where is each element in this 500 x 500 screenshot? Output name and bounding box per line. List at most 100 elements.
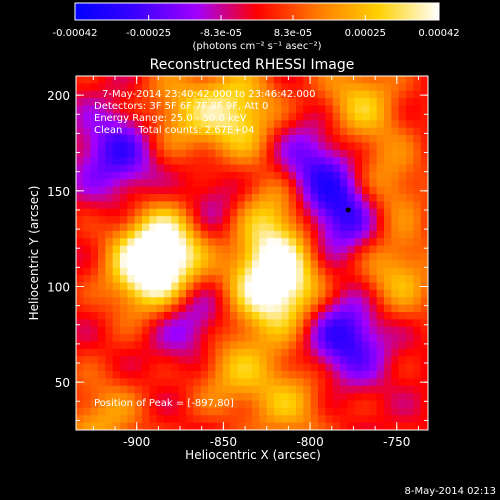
heatmap-cell [259, 253, 268, 261]
heatmap-cell [354, 385, 363, 394]
heatmap-cell [178, 76, 187, 84]
heatmap-cell [369, 171, 378, 180]
heatmap-cell [112, 135, 121, 143]
heatmap-cell [142, 245, 150, 254]
heatmap-cell [237, 142, 246, 151]
heatmap-cell [215, 142, 224, 151]
heatmap-cell [98, 319, 106, 328]
heatmap-cell [230, 289, 238, 298]
heatmap-cell [347, 289, 356, 298]
heatmap-cell [325, 201, 334, 210]
heatmap-cell [391, 267, 400, 276]
heatmap-cell [259, 334, 268, 343]
heatmap-cell [193, 127, 202, 136]
heatmap-cell [230, 135, 238, 143]
heatmap-cell [384, 253, 392, 261]
heatmap-cell [83, 179, 92, 188]
heatmap-cell [215, 326, 224, 335]
heatmap-cell [98, 186, 106, 195]
heatmap-cell [208, 378, 216, 387]
heatmap-cell [362, 400, 370, 409]
heatmap-cell [237, 267, 246, 276]
heatmap-cell [266, 186, 275, 195]
heatmap-cell [193, 105, 202, 114]
heatmap-cell [76, 334, 84, 343]
heatmap-cell [325, 230, 334, 239]
heatmap-cell [369, 238, 378, 247]
heatmap-cell [164, 194, 172, 202]
heatmap-cell [259, 238, 268, 247]
heatmap-cell [332, 326, 341, 335]
heatmap-cell [406, 385, 414, 394]
heatmap-cell [186, 127, 194, 136]
heatmap-cell [398, 194, 407, 202]
heatmap-cell [332, 415, 341, 424]
heatmap-cell [149, 422, 158, 430]
heatmap-cell [266, 83, 275, 92]
x-tick-label: -750 [383, 435, 410, 449]
heatmap-cell [303, 142, 312, 151]
heatmap-cell [149, 98, 158, 107]
heatmap-cell [222, 253, 231, 261]
heatmap-cell [98, 407, 106, 416]
heatmap-cell [332, 194, 341, 202]
heatmap-cell [237, 326, 246, 335]
heatmap-cell [230, 223, 238, 232]
heatmap-cell [413, 238, 422, 247]
heatmap-cell [340, 149, 348, 158]
heatmap-cell [193, 90, 202, 99]
heatmap-cell [193, 407, 202, 416]
heatmap-cell [215, 312, 224, 320]
heatmap-cell [127, 260, 136, 269]
heatmap-cell [193, 230, 202, 239]
heatmap-cell [318, 400, 326, 409]
heatmap-cell [230, 341, 238, 350]
heatmap-cell [288, 142, 297, 151]
heatmap-cell [274, 223, 282, 232]
heatmap-cell [127, 135, 136, 143]
heatmap-cell [376, 179, 385, 188]
heatmap-cell [105, 326, 114, 335]
heatmap-cell [230, 400, 238, 409]
heatmap-cell [178, 164, 187, 173]
heatmap-cell [369, 312, 378, 320]
heatmap-cell [384, 208, 392, 217]
heatmap-cell [112, 105, 121, 114]
heatmap-cell [244, 120, 253, 129]
heatmap-cell [105, 319, 114, 328]
heatmap-cell [244, 238, 253, 247]
heatmap-cell [340, 326, 348, 335]
heatmap-cell [281, 341, 290, 350]
heatmap-cell [105, 312, 114, 320]
heatmap-cell [369, 253, 378, 261]
heatmap-cell [215, 201, 224, 210]
colorbar-tick-label: -8.3e-05 [200, 28, 242, 39]
heatmap-cell [340, 422, 348, 430]
heatmap-cell [142, 253, 150, 261]
heatmap-cell [120, 385, 128, 394]
heatmap-cell [281, 98, 290, 107]
heatmap-cell [303, 356, 312, 365]
heatmap-cell [325, 171, 334, 180]
heatmap-cell [171, 142, 180, 151]
heatmap-cell [332, 98, 341, 107]
heatmap-cell [296, 208, 304, 217]
heatmap-cell [134, 194, 143, 202]
heatmap-cell [384, 415, 392, 424]
heatmap-cell [149, 76, 158, 84]
heatmap-cell [244, 76, 253, 84]
heatmap-cell [134, 76, 143, 84]
heatmap-cell [230, 407, 238, 416]
heatmap-cell [171, 282, 180, 291]
heatmap-cell [347, 216, 356, 225]
heatmap-cell [105, 245, 114, 254]
heatmap-cell [98, 341, 106, 350]
heatmap-cell [208, 415, 216, 424]
heatmap-cell [376, 371, 385, 379]
heatmap-cell [164, 312, 172, 320]
heatmap-cell [274, 90, 282, 99]
heatmap-cell [142, 422, 150, 430]
heatmap-cell [347, 230, 356, 239]
heatmap-cell [178, 400, 187, 409]
heatmap-cell [413, 171, 422, 180]
